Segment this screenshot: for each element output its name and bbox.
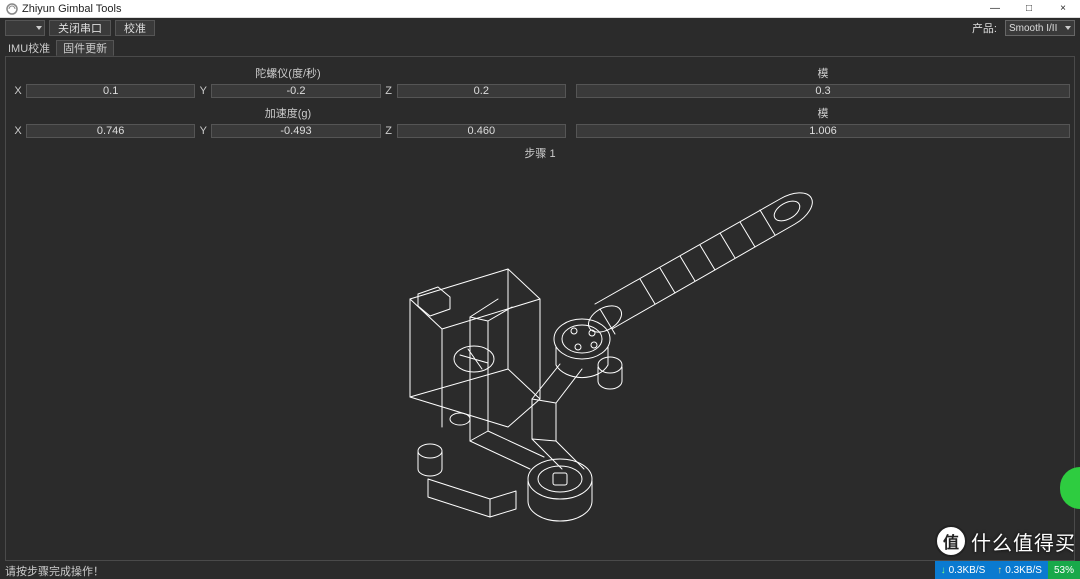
upload-speed-chip[interactable]: 0.3KB/S	[991, 561, 1048, 579]
gimbal-diagram	[6, 167, 1074, 560]
close-serial-button[interactable]: 关闭串口	[49, 20, 111, 36]
close-button[interactable]: ×	[1046, 0, 1080, 18]
chevron-down-icon	[36, 26, 42, 30]
accel-xyz-row: X 0.746 Y -0.493 Z 0.460	[10, 123, 566, 139]
sensor-readouts: 陀螺仪(度/秒) X 0.1 Y -0.2 Z 0.2 模 0.3	[6, 57, 1074, 141]
toolbar: 关闭串口 校准 产品: Smooth I/II	[0, 18, 1080, 38]
gyro-mag-row: 0.3	[576, 83, 1070, 99]
accel-x-label: X	[10, 125, 26, 137]
accel-mag-row: 1.006	[576, 123, 1070, 139]
gimbal-wireframe-svg	[260, 169, 820, 559]
accel-mag-label: 模	[576, 103, 1070, 123]
tab-firmware[interactable]: 固件更新	[56, 40, 114, 56]
gyro-mag-value: 0.3	[576, 84, 1070, 98]
accel-y-label: Y	[195, 125, 211, 137]
product-value: Smooth I/II	[1009, 23, 1057, 34]
product-label: 产品:	[972, 20, 997, 36]
gyro-mag-label: 模	[576, 63, 1070, 83]
gyro-z-value: 0.2	[397, 84, 566, 98]
accel-z-label: Z	[381, 125, 397, 137]
network-overlay: 0.3KB/S 0.3KB/S 53%	[935, 561, 1080, 579]
accel-y-value: -0.493	[211, 124, 380, 138]
step-label: 步骤 1	[6, 141, 1074, 163]
app-root: 关闭串口 校准 产品: Smooth I/II IMU校准 固件更新 陀螺仪(度…	[0, 18, 1080, 579]
status-text: 请按步骤完成操作！	[5, 563, 104, 579]
gyro-y-value: -0.2	[211, 84, 380, 98]
gyro-title: 陀螺仪(度/秒)	[10, 63, 566, 83]
tab-bar: IMU校准 固件更新	[0, 38, 1080, 56]
accel-x-value: 0.746	[26, 124, 195, 138]
gyro-y-label: Y	[195, 85, 211, 97]
status-bar: 请按步骤完成操作！	[0, 563, 1080, 579]
maximize-button[interactable]: □	[1012, 0, 1046, 18]
download-speed-chip[interactable]: 0.3KB/S	[935, 561, 992, 579]
window-titlebar: Zhiyun Gimbal Tools — □ ×	[0, 0, 1080, 18]
product-combo[interactable]: Smooth I/II	[1005, 20, 1075, 36]
tab-imu[interactable]: IMU校准	[2, 40, 56, 56]
gyro-xyz-row: X 0.1 Y -0.2 Z 0.2	[10, 83, 566, 99]
com-port-combo[interactable]	[5, 20, 45, 36]
accel-mag-value: 1.006	[576, 124, 1070, 138]
chevron-down-icon	[1065, 26, 1071, 30]
minimize-button[interactable]: —	[978, 0, 1012, 18]
calibrate-button[interactable]: 校准	[115, 20, 155, 36]
gyro-x-value: 0.1	[26, 84, 195, 98]
app-icon	[6, 3, 18, 15]
accel-title: 加速度(g)	[10, 103, 566, 123]
percent-chip[interactable]: 53%	[1048, 561, 1080, 579]
gyro-x-label: X	[10, 85, 26, 97]
window-title: Zhiyun Gimbal Tools	[22, 3, 121, 15]
content-panel: 陀螺仪(度/秒) X 0.1 Y -0.2 Z 0.2 模 0.3	[5, 56, 1075, 561]
gyro-z-label: Z	[381, 85, 397, 97]
accel-z-value: 0.460	[397, 124, 566, 138]
